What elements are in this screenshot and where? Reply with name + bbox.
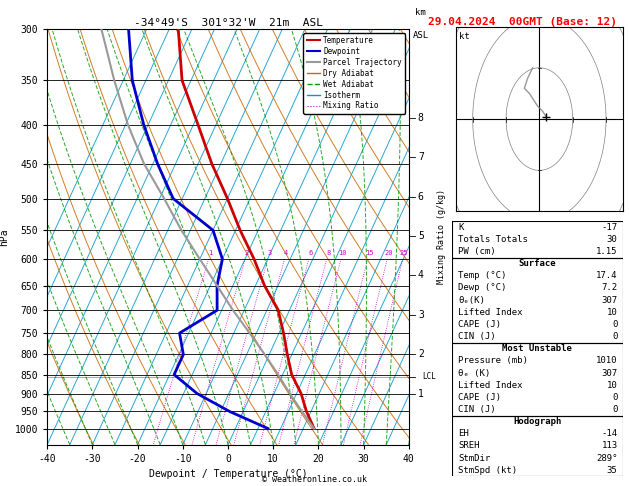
Text: LCL: LCL	[423, 372, 437, 381]
Text: Surface: Surface	[518, 259, 556, 268]
Text: CIN (J): CIN (J)	[459, 332, 496, 341]
Text: Mixing Ratio (g/kg): Mixing Ratio (g/kg)	[437, 190, 446, 284]
Text: ASL: ASL	[413, 31, 429, 40]
Text: 25: 25	[400, 250, 408, 257]
Text: 10: 10	[607, 308, 618, 317]
Text: 10: 10	[607, 381, 618, 390]
Text: Totals Totals: Totals Totals	[459, 235, 528, 244]
Text: 113: 113	[601, 441, 618, 451]
Text: CAPE (J): CAPE (J)	[459, 393, 501, 402]
Text: 1: 1	[208, 250, 213, 257]
Text: 35: 35	[607, 466, 618, 475]
Text: 1: 1	[418, 388, 424, 399]
Text: 4: 4	[418, 271, 424, 280]
Text: 289°: 289°	[596, 453, 618, 463]
Text: 2: 2	[418, 349, 424, 359]
Text: 3: 3	[418, 310, 424, 320]
Text: 6: 6	[308, 250, 313, 257]
Text: EH: EH	[459, 429, 469, 438]
Text: CAPE (J): CAPE (J)	[459, 320, 501, 329]
X-axis label: Dewpoint / Temperature (°C): Dewpoint / Temperature (°C)	[148, 469, 308, 479]
Text: StmDir: StmDir	[459, 453, 491, 463]
Text: 3: 3	[267, 250, 272, 257]
Text: 15: 15	[365, 250, 373, 257]
Text: 307: 307	[601, 368, 618, 378]
Text: 20: 20	[384, 250, 392, 257]
Text: Temp (°C): Temp (°C)	[459, 271, 507, 280]
Text: kt: kt	[459, 32, 470, 41]
Legend: Temperature, Dewpoint, Parcel Trajectory, Dry Adiabat, Wet Adiabat, Isotherm, Mi: Temperature, Dewpoint, Parcel Trajectory…	[303, 33, 405, 114]
Text: 5: 5	[418, 231, 424, 241]
Text: © weatheronline.co.uk: © weatheronline.co.uk	[262, 474, 367, 484]
Text: Dewp (°C): Dewp (°C)	[459, 283, 507, 293]
Text: 10: 10	[338, 250, 347, 257]
Text: Lifted Index: Lifted Index	[459, 381, 523, 390]
Text: 8: 8	[418, 113, 424, 123]
Text: 0: 0	[612, 393, 618, 402]
Text: Pressure (mb): Pressure (mb)	[459, 356, 528, 365]
Text: Lifted Index: Lifted Index	[459, 308, 523, 317]
Text: 0: 0	[612, 320, 618, 329]
Text: 17.4: 17.4	[596, 271, 618, 280]
Text: 0: 0	[612, 405, 618, 414]
Text: SREH: SREH	[459, 441, 480, 451]
Text: 307: 307	[601, 295, 618, 305]
Text: PW (cm): PW (cm)	[459, 247, 496, 256]
Text: 1010: 1010	[596, 356, 618, 365]
Text: 1.15: 1.15	[596, 247, 618, 256]
Text: 7.2: 7.2	[601, 283, 618, 293]
Text: Most Unstable: Most Unstable	[502, 344, 572, 353]
Text: 7: 7	[418, 153, 424, 162]
Title: -34°49'S  301°32'W  21m  ASL: -34°49'S 301°32'W 21m ASL	[133, 18, 323, 28]
Text: 0: 0	[612, 332, 618, 341]
Y-axis label: hPa: hPa	[0, 228, 9, 246]
Text: StmSpd (kt): StmSpd (kt)	[459, 466, 518, 475]
Text: -17: -17	[601, 223, 618, 232]
Text: 8: 8	[326, 250, 330, 257]
Text: 29.04.2024  00GMT (Base: 12): 29.04.2024 00GMT (Base: 12)	[428, 17, 616, 27]
Text: 4: 4	[284, 250, 288, 257]
Text: CIN (J): CIN (J)	[459, 405, 496, 414]
Text: 2: 2	[245, 250, 249, 257]
Text: km: km	[415, 8, 426, 17]
Text: Hodograph: Hodograph	[513, 417, 561, 426]
Text: K: K	[459, 223, 464, 232]
Text: θₑ (K): θₑ (K)	[459, 368, 491, 378]
Text: 6: 6	[418, 192, 424, 202]
Text: 30: 30	[607, 235, 618, 244]
Text: θₑ(K): θₑ(K)	[459, 295, 486, 305]
Text: -14: -14	[601, 429, 618, 438]
